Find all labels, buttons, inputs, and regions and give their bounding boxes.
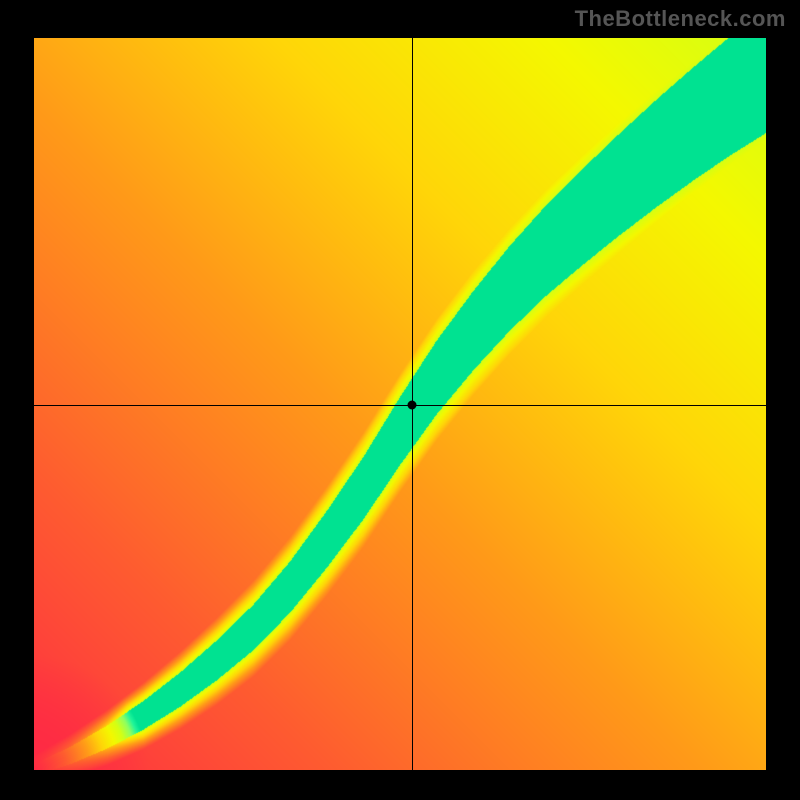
crosshair-horizontal: [34, 405, 766, 406]
heatmap-plot: [34, 38, 766, 770]
center-marker: [408, 401, 417, 410]
attribution-text: TheBottleneck.com: [575, 6, 786, 32]
